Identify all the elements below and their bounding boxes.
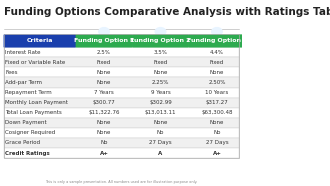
Text: Fixed: Fixed bbox=[153, 60, 168, 65]
Text: 27 Days: 27 Days bbox=[149, 140, 172, 145]
Text: 10 Years: 10 Years bbox=[205, 90, 229, 95]
Circle shape bbox=[155, 28, 166, 36]
Bar bbox=[4, 87, 239, 98]
Circle shape bbox=[99, 28, 109, 36]
Text: 2.5%: 2.5% bbox=[97, 50, 111, 55]
Text: A: A bbox=[158, 150, 163, 155]
Text: 7 Years: 7 Years bbox=[94, 90, 114, 95]
Text: Criteria: Criteria bbox=[27, 38, 53, 43]
Text: None: None bbox=[153, 120, 168, 125]
Text: None: None bbox=[97, 130, 111, 135]
Text: 9 Years: 9 Years bbox=[150, 90, 170, 95]
Text: No: No bbox=[157, 130, 164, 135]
Bar bbox=[4, 128, 239, 138]
FancyBboxPatch shape bbox=[4, 34, 76, 48]
Text: $317.27: $317.27 bbox=[206, 100, 228, 105]
Text: No: No bbox=[100, 140, 108, 145]
Text: Fixed or Variable Rate: Fixed or Variable Rate bbox=[6, 60, 66, 65]
Text: Funding Option 2: Funding Option 2 bbox=[130, 38, 191, 43]
Text: $63,300.48: $63,300.48 bbox=[201, 110, 233, 115]
Text: 2.50%: 2.50% bbox=[208, 80, 226, 85]
Text: Funding Option 3: Funding Option 3 bbox=[187, 38, 247, 43]
Text: Fixed: Fixed bbox=[97, 60, 111, 65]
Bar bbox=[4, 34, 239, 158]
Text: A+: A+ bbox=[213, 150, 221, 155]
Bar bbox=[4, 148, 239, 158]
Text: None: None bbox=[97, 70, 111, 75]
Text: None: None bbox=[210, 70, 224, 75]
Text: Grace Period: Grace Period bbox=[6, 140, 41, 145]
Text: Down Payment: Down Payment bbox=[6, 120, 47, 125]
Text: 27 Days: 27 Days bbox=[206, 140, 228, 145]
FancyBboxPatch shape bbox=[188, 34, 246, 48]
Text: $302.99: $302.99 bbox=[149, 100, 172, 105]
Bar bbox=[4, 98, 239, 108]
Text: Credit Ratings: Credit Ratings bbox=[6, 150, 50, 155]
Text: $13,013.11: $13,013.11 bbox=[145, 110, 176, 115]
Text: Funding Options Comparative Analysis with Ratings Table: Funding Options Comparative Analysis wit… bbox=[4, 7, 330, 17]
Bar bbox=[4, 57, 239, 67]
Bar bbox=[4, 67, 239, 77]
Text: A+: A+ bbox=[100, 150, 109, 155]
Text: None: None bbox=[97, 120, 111, 125]
Text: $300.77: $300.77 bbox=[93, 100, 115, 105]
Text: 3.5%: 3.5% bbox=[153, 50, 167, 55]
Text: 4.4%: 4.4% bbox=[210, 50, 224, 55]
Text: None: None bbox=[210, 120, 224, 125]
Text: None: None bbox=[97, 80, 111, 85]
Bar bbox=[4, 108, 239, 118]
Bar bbox=[4, 138, 239, 148]
Text: Funding Option 1: Funding Option 1 bbox=[74, 38, 134, 43]
Bar bbox=[4, 47, 239, 57]
Text: None: None bbox=[153, 70, 168, 75]
Circle shape bbox=[212, 28, 222, 36]
FancyBboxPatch shape bbox=[76, 34, 133, 48]
Text: Fixed: Fixed bbox=[210, 60, 224, 65]
Text: Monthly Loan Payment: Monthly Loan Payment bbox=[6, 100, 68, 105]
Text: This is only a sample presentation. All numbers used are for illustration purpos: This is only a sample presentation. All … bbox=[45, 180, 198, 184]
Text: $11,322.76: $11,322.76 bbox=[88, 110, 120, 115]
Text: No: No bbox=[213, 130, 221, 135]
Text: 2.25%: 2.25% bbox=[152, 80, 169, 85]
Text: Add-par Term: Add-par Term bbox=[6, 80, 43, 85]
Text: Fees: Fees bbox=[6, 70, 18, 75]
Bar bbox=[4, 118, 239, 128]
Text: Interest Rate: Interest Rate bbox=[6, 50, 41, 55]
FancyBboxPatch shape bbox=[132, 34, 189, 48]
Bar bbox=[4, 77, 239, 87]
Text: Repayment Term: Repayment Term bbox=[6, 90, 52, 95]
Text: Total Loan Payments: Total Loan Payments bbox=[6, 110, 62, 115]
Text: Cosigner Required: Cosigner Required bbox=[6, 130, 56, 135]
